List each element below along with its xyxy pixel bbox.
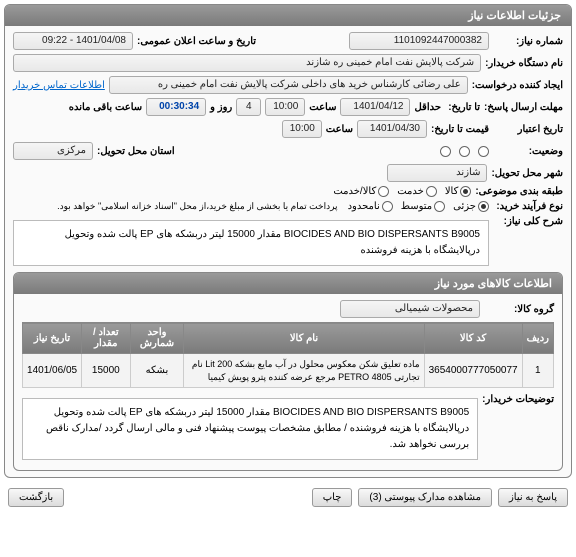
reply-button[interactable]: پاسخ به نیاز (498, 488, 568, 507)
status-radio-group (440, 146, 489, 157)
pkg-radio-kala[interactable] (460, 186, 471, 197)
contact-link[interactable]: اطلاعات تماس خریدار (13, 80, 105, 91)
th-date: تاریخ نیاز (23, 323, 82, 354)
button-bar: پاسخ به نیاز مشاهده مدارک پیوستی (3) چاپ… (0, 482, 576, 513)
process-radio-1[interactable] (478, 201, 489, 212)
main-panel: جزئیات اطلاعات نیاز شماره نیاز: 11010924… (4, 4, 572, 478)
table-row: 1 3654000777050077 ماده تعلیق شکن معکوس … (23, 354, 554, 388)
time-label-2: ساعت (326, 124, 353, 135)
req-num-field: 1101092447000382 (349, 32, 489, 50)
deadline-label: مهلت ارسال پاسخ: (484, 102, 563, 113)
cell-unit: بشکه (130, 354, 184, 388)
cell-qty: 15000 (82, 354, 130, 388)
req-loc-field: مرکزی (13, 142, 93, 160)
least-label: حداقل (414, 102, 441, 113)
day-and-label: روز و (210, 102, 232, 113)
attach-button[interactable]: مشاهده مدارک پیوستی (3) (358, 488, 492, 507)
valid-date-field: 1401/04/30 (357, 120, 427, 138)
buyer-desc-label: توضیحات خریدار: (482, 394, 554, 405)
remain-label: ساعت باقی مانده (69, 102, 142, 113)
desc-box: BIOCIDES AND BIO DISPERSANTS B9005 مقدار… (13, 220, 489, 266)
status-label: وضعیت: (493, 146, 563, 157)
th-qty: تعداد / مقدار (82, 323, 130, 354)
group-field: محصولات شیمیالی (340, 300, 480, 318)
cell-code: 3654000777050077 (424, 354, 522, 388)
cell-date: 1401/06/05 (23, 354, 82, 388)
pkg-radio-khadamat[interactable] (426, 186, 437, 197)
th-unit: واحد شمارش (130, 323, 184, 354)
items-panel-header: اطلاعات کالاهای مورد نیاز (14, 273, 562, 294)
items-table: ردیف کد کالا نام کالا واحد شمارش تعداد /… (22, 322, 554, 388)
process-text-2: متوسط (401, 201, 432, 212)
desc-label: شرح کلی نیاز: (493, 216, 563, 227)
device-field: شرکت پالایش نفت امام خمینی ره شازند (13, 54, 481, 72)
process-text-1: جزئی (453, 201, 476, 212)
ann-date-label: تاریخ و ساعت اعلان عمومی: (137, 36, 256, 47)
deadline-sub: تا تاریخ: (445, 102, 480, 113)
status-radio-3[interactable] (440, 146, 451, 157)
pkg-both-text: کالا/خدمت (333, 186, 376, 197)
city-label: شهر محل تحویل: (491, 168, 563, 179)
th-row: ردیف (522, 323, 553, 354)
print-button[interactable]: چاپ (312, 488, 353, 507)
deadline-date-field: 1401/04/12 (340, 98, 410, 116)
creator-field: علی رضائی کارشناس خرید های داخلی شرکت پا… (109, 76, 468, 94)
process-radio-group: جزئی متوسط نامحدود (348, 201, 489, 212)
pkg-radio-both[interactable] (378, 186, 389, 197)
creator-label: ایجاد کننده درخواست: (472, 80, 563, 91)
items-panel: اطلاعات کالاهای مورد نیاز گروه کالا: محص… (13, 272, 563, 471)
valid-time-field: 10:00 (282, 120, 322, 138)
deadline-time-field: 10:00 (265, 98, 305, 116)
cell-name: ماده تعلیق شکن معکوس محلول در آب مایع بش… (184, 354, 424, 388)
countdown-field: 00:30:34 (146, 98, 206, 116)
time-label-1: ساعت (309, 102, 336, 113)
process-label: نوع فرآیند خرید: (493, 201, 563, 212)
pkg-label: طبقه بندی موضوعی: (475, 186, 563, 197)
process-radio-2[interactable] (434, 201, 445, 212)
city-field: شازند (387, 164, 487, 182)
buyer-desc-box: BIOCIDES AND BIO DISPERSANTS B9005 مقدار… (22, 398, 478, 460)
pkg-kala-text: کالا (445, 186, 459, 197)
valid-label: تاریخ اعتبار (493, 124, 563, 135)
status-radio-2[interactable] (459, 146, 470, 157)
req-num-label: شماره نیاز: (493, 36, 563, 47)
cell-idx: 1 (522, 354, 553, 388)
req-loc-label: استان محل تحویل: (97, 146, 175, 157)
status-radio-1[interactable] (478, 146, 489, 157)
th-code: کد کالا (424, 323, 522, 354)
process-note: پرداخت تمام یا بخشی از مبلغ خرید،از محل … (57, 201, 337, 212)
pkg-radio-group: کالا خدمت کالا/خدمت (333, 186, 471, 197)
back-button[interactable]: بازگشت (8, 488, 64, 507)
day-val-field: 4 (236, 98, 261, 116)
ann-date-field: 1401/04/08 - 09:22 (13, 32, 133, 50)
valid-sub: قیمت تا تاریخ: (431, 124, 489, 135)
group-label: گروه کالا: (484, 304, 554, 315)
th-name: نام کالا (184, 323, 424, 354)
device-label: نام دستگاه خریدار: (485, 58, 563, 69)
main-panel-header: جزئیات اطلاعات نیاز (5, 5, 571, 26)
pkg-khadamat-text: خدمت (397, 186, 424, 197)
process-radio-3[interactable] (382, 201, 393, 212)
main-panel-body: شماره نیاز: 1101092447000382 تاریخ و ساع… (5, 26, 571, 477)
process-text-3: نامحدود (348, 201, 380, 212)
